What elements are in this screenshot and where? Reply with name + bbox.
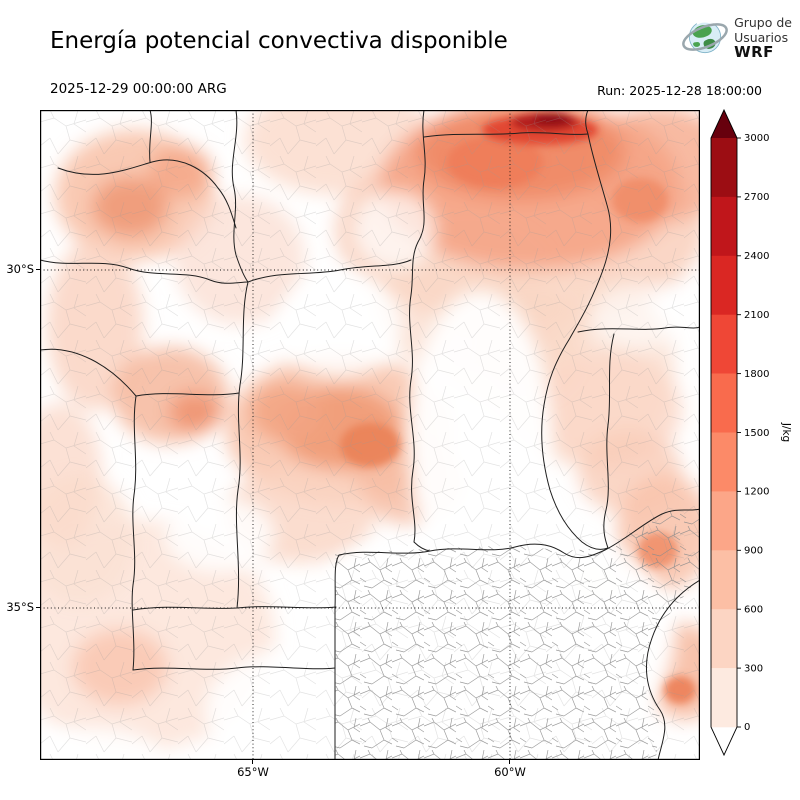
cape-map xyxy=(40,110,700,760)
colorbar-tick-label: 2400 xyxy=(744,251,769,262)
colorbar: 3000 2700 2400 2100 1800 1500 1200 900 6… xyxy=(710,108,792,757)
y-tick-label-35s: 35°S xyxy=(6,600,34,614)
colorbar-tick-label: 300 xyxy=(744,664,763,675)
colorbar-tick-label: 600 xyxy=(744,605,763,616)
logo-text: Grupo de Usuarios WRF xyxy=(734,15,792,60)
logo-line-2: Usuarios xyxy=(734,29,789,45)
logo-line-3: WRF xyxy=(734,42,774,61)
colorbar-segments xyxy=(711,138,737,728)
wrf-users-group-logo: Grupo de Usuarios WRF xyxy=(681,13,792,61)
gridlines xyxy=(40,110,700,760)
logo-line-1: Grupo de xyxy=(734,14,792,30)
y-tick-label-30s: 30°S xyxy=(6,262,34,276)
colorbar-under-arrow xyxy=(711,727,737,755)
colorbar-tick-label: 1200 xyxy=(744,487,769,498)
run-time-label: Run: 2025-12-28 18:00:00 xyxy=(597,83,762,98)
x-tickmark-65w xyxy=(252,760,253,764)
colorbar-tick-label: 2700 xyxy=(744,192,769,203)
map-area xyxy=(40,110,700,760)
colorbar-area: 3000 2700 2400 2100 1800 1500 1200 900 6… xyxy=(703,108,798,776)
colorbar-tick-labels: 3000 2700 2400 2100 1800 1500 1200 900 6… xyxy=(744,133,769,733)
map-frame xyxy=(40,110,700,760)
department-borders xyxy=(40,110,700,760)
valid-time-label: 2025-12-29 00:00:00 ARG xyxy=(50,81,227,97)
x-tickmark-60w xyxy=(509,760,510,764)
x-tick-label-65w: 65°W xyxy=(237,765,269,779)
y-tickmark-30s xyxy=(36,269,40,270)
colorbar-over-arrow xyxy=(711,110,737,138)
province-borders xyxy=(40,110,700,760)
colorbar-tick-label: 0 xyxy=(744,722,750,733)
colorbar-tick-label: 1800 xyxy=(744,369,769,380)
page-title: Energía potencial convectiva disponible xyxy=(50,28,508,54)
y-tickmark-35s xyxy=(36,607,40,608)
colorbar-tick-label: 3000 xyxy=(744,133,769,144)
colorbar-tick-label: 1500 xyxy=(744,428,769,439)
globe-icon xyxy=(682,20,728,54)
x-tick-label-60w: 60°W xyxy=(494,765,526,779)
colorbar-tickmarks xyxy=(737,137,741,728)
colorbar-tick-label: 900 xyxy=(744,546,763,557)
colorbar-tick-label: 2100 xyxy=(744,310,769,321)
colorbar-unit-label: J/kg xyxy=(780,422,792,442)
